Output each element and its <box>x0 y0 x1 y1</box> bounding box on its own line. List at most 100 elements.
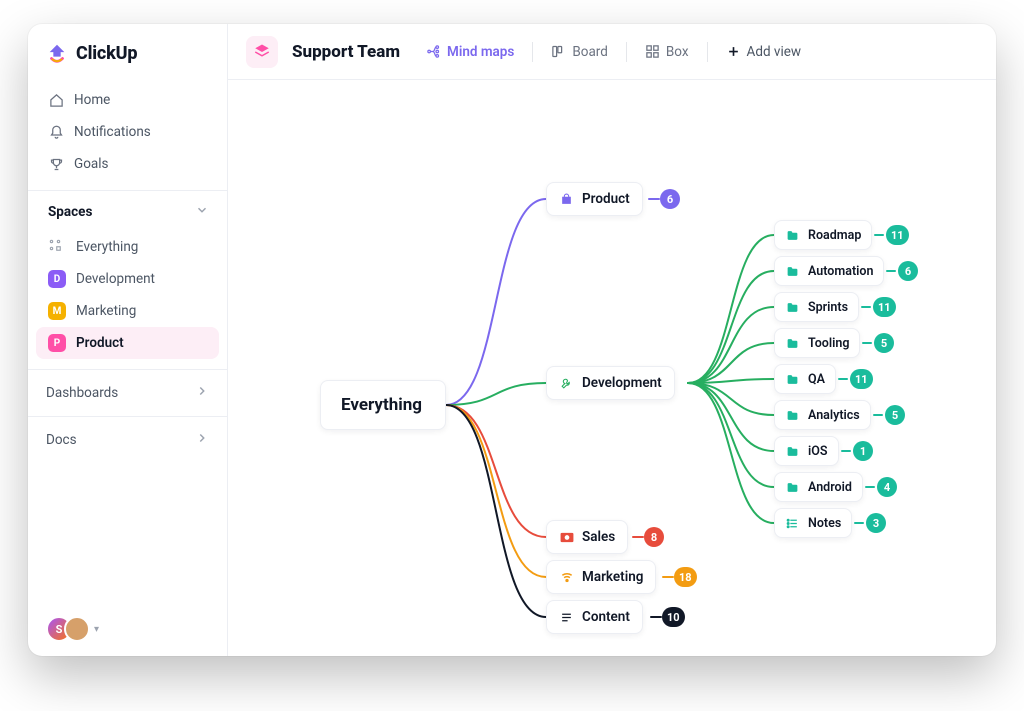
tab-box[interactable]: Box <box>637 38 697 66</box>
nav-goals[interactable]: Goals <box>36 148 219 180</box>
connector-dash <box>650 616 662 618</box>
sidebar-sections: Dashboards Docs <box>28 369 227 463</box>
bag-icon <box>559 192 574 207</box>
section-label: Dashboards <box>46 385 118 401</box>
mindmap-child-roadmap[interactable]: Roadmap <box>774 220 872 250</box>
mindmap-root[interactable]: Everything <box>320 380 446 430</box>
board-icon <box>551 44 566 59</box>
mindmap-icon <box>426 44 441 59</box>
chevron-down-icon <box>195 203 209 221</box>
mindmap-child-automation[interactable]: Automation <box>774 256 884 286</box>
sidebar-section-dashboards[interactable]: Dashboards <box>28 369 227 416</box>
caret-down-icon: ▾ <box>94 624 99 635</box>
mindmap-node-product[interactable]: Product <box>546 182 643 216</box>
space-label: Everything <box>76 239 138 255</box>
folder-icon <box>785 264 800 279</box>
node-label: Sprints <box>808 300 848 315</box>
connector-dash <box>854 522 864 524</box>
home-icon <box>48 92 64 108</box>
space-label: Development <box>76 271 155 287</box>
divider <box>707 42 708 62</box>
mindmap-child-sprints[interactable]: Sprints <box>774 292 859 322</box>
connector-dash <box>862 342 872 344</box>
mindmap-node-sales[interactable]: Sales <box>546 520 628 554</box>
sidebar-section-docs[interactable]: Docs <box>28 416 227 463</box>
presence-avatars[interactable]: S ▾ <box>46 616 99 642</box>
node-label: iOS <box>808 444 828 459</box>
mindmap-child-ios[interactable]: iOS <box>774 436 839 466</box>
wifi-icon <box>559 570 574 585</box>
text-icon <box>559 610 574 625</box>
plus-icon <box>726 44 741 59</box>
avatar <box>64 616 90 642</box>
tab-board[interactable]: Board <box>543 38 616 66</box>
bell-icon <box>48 124 64 140</box>
money-icon <box>559 530 574 545</box>
mindmap-child-tooling[interactable]: Tooling <box>774 328 860 358</box>
node-label: Product <box>582 191 630 207</box>
box-icon <box>645 44 660 59</box>
folder-icon <box>785 336 800 351</box>
space-color-icon: D <box>48 270 66 288</box>
team-icon <box>246 36 278 68</box>
app-frame: ClickUp Home Notifications Goals Spaces … <box>28 24 996 656</box>
sidebar: ClickUp Home Notifications Goals Spaces … <box>28 24 228 656</box>
node-label: Android <box>808 480 852 495</box>
space-item-everything[interactable]: Everything <box>36 231 219 263</box>
nav-label: Home <box>74 92 110 108</box>
section-label: Docs <box>46 432 77 448</box>
mindmap-node-content[interactable]: Content <box>546 600 643 634</box>
mindmap-node-development[interactable]: Development <box>546 366 675 400</box>
node-label: Content <box>582 609 630 625</box>
connector-dash <box>874 234 884 236</box>
primary-nav: Home Notifications Goals <box>28 78 227 190</box>
mindmap-canvas[interactable]: Everything Product 6 Development Roadmap 11 Au… <box>228 80 996 656</box>
count-badge-qa: 11 <box>850 369 873 389</box>
count-badge-ios: 1 <box>853 441 873 461</box>
folder-icon <box>785 300 800 315</box>
brand-name: ClickUp <box>76 43 137 64</box>
tab-label: Mind maps <box>447 44 514 60</box>
tool-icon <box>559 376 574 391</box>
tab-mind-maps[interactable]: Mind maps <box>418 38 522 66</box>
mindmap-child-analytics[interactable]: Analytics <box>774 400 871 430</box>
space-item-marketing[interactable]: MMarketing <box>36 295 219 327</box>
folder-icon <box>785 480 800 495</box>
nav-notifications[interactable]: Notifications <box>36 116 219 148</box>
chevron-right-icon <box>195 431 209 449</box>
folder-icon <box>785 228 800 243</box>
space-item-development[interactable]: D Development <box>36 263 219 295</box>
nav-home[interactable]: Home <box>36 84 219 116</box>
view-header: Support Team Mind maps Board Box Add vie… <box>228 24 996 80</box>
nav-label: Goals <box>74 156 109 172</box>
space-item-product[interactable]: P Product <box>36 327 219 359</box>
brand-logo-icon <box>46 42 68 64</box>
node-label: Development <box>582 375 662 391</box>
folder-icon <box>785 408 800 423</box>
connector-dash <box>886 270 896 272</box>
spaces-list: Everything D Development MMarketing P Product <box>28 229 227 369</box>
brand[interactable]: ClickUp <box>28 42 227 78</box>
space-color-icon: P <box>48 334 66 352</box>
space-label: Marketing <box>76 303 136 319</box>
main: Support Team Mind maps Board Box Add vie… <box>228 24 996 656</box>
list-icon <box>785 516 800 531</box>
connector-dash <box>838 378 848 380</box>
count-badge-automation: 6 <box>898 261 918 281</box>
count-badge-tooling: 5 <box>874 333 894 353</box>
count-badge-marketing: 18 <box>674 567 697 587</box>
mindmap-child-qa[interactable]: QA <box>774 364 836 394</box>
divider <box>626 42 627 62</box>
divider <box>532 42 533 62</box>
mindmap-node-marketing[interactable]: Marketing <box>546 560 656 594</box>
node-label: Notes <box>808 516 841 531</box>
spaces-header[interactable]: Spaces <box>28 190 227 229</box>
chevron-right-icon <box>195 384 209 402</box>
mindmap-child-android[interactable]: Android <box>774 472 863 502</box>
add-view-button[interactable]: Add view <box>718 38 810 66</box>
connector-dash <box>632 536 644 538</box>
count-badge-content: 10 <box>662 607 685 627</box>
mindmap-child-notes[interactable]: Notes <box>774 508 852 538</box>
space-label: Product <box>76 335 124 351</box>
count-badge-sprints: 11 <box>873 297 896 317</box>
